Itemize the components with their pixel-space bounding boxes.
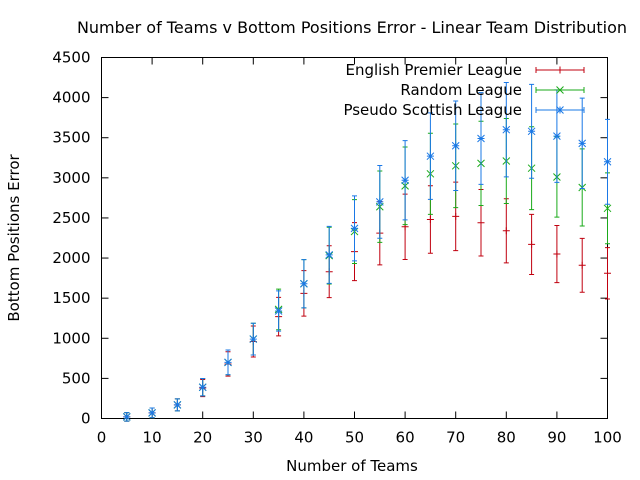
data-point (300, 279, 308, 288)
y-tick-label: 1500 (52, 289, 90, 307)
y-tick-label: 2500 (52, 209, 90, 227)
data-point (426, 216, 434, 224)
data-point (148, 409, 156, 417)
legend-marker (556, 86, 564, 94)
data-point (274, 307, 283, 315)
data-point (603, 204, 612, 213)
legend-label: Random League (400, 81, 522, 99)
series-1 (122, 117, 612, 422)
series-2 (122, 82, 612, 422)
data-point (502, 125, 511, 134)
data-point (528, 240, 536, 248)
x-tick-label: 40 (294, 429, 313, 447)
data-point (553, 132, 561, 140)
tick-labels: 0 10 20 30 40 50 60 70 80 90 100050010001500200025… (52, 49, 622, 447)
x-tick-label: 20 (193, 429, 212, 447)
data-point (350, 224, 359, 233)
x-tick-label: 0 (97, 429, 107, 447)
data-point (173, 401, 182, 409)
legend-label: Pseudo Scottish League (343, 101, 522, 119)
data-point (553, 250, 561, 258)
data-point (451, 141, 460, 150)
y-tick-label: 3000 (52, 169, 90, 187)
x-tick-label: 70 (446, 429, 465, 447)
x-tick-label: 80 (497, 429, 516, 447)
data-point (527, 127, 536, 136)
y-tick-label: 0 (81, 410, 91, 428)
data-point (375, 198, 384, 206)
data-point (325, 250, 334, 259)
data-series (122, 82, 612, 422)
axis-ticks (101, 57, 608, 419)
y-tick-label: 3500 (52, 129, 90, 147)
y-tick-label: 2000 (52, 249, 90, 267)
x-tick-label: 100 (593, 429, 622, 447)
data-point (198, 383, 207, 392)
data-point (502, 227, 510, 235)
legend-label: English Premier League (346, 61, 523, 79)
data-point (452, 212, 460, 220)
x-axis-label: Number of Teams (286, 457, 418, 475)
data-point (249, 335, 258, 343)
legend-marker (556, 106, 564, 114)
y-tick-label: 4000 (52, 89, 90, 107)
data-point (604, 269, 611, 277)
series-0 (123, 181, 611, 422)
y-tick-label: 4500 (52, 49, 90, 67)
data-point (401, 176, 409, 185)
y-axis-label: Bottom Positions Error (5, 154, 23, 322)
data-point (477, 219, 485, 227)
data-point (578, 139, 587, 148)
y-tick-label: 1000 (52, 329, 90, 347)
data-point (426, 152, 435, 161)
data-point (578, 261, 586, 269)
data-point (224, 358, 232, 367)
legend-marker (556, 66, 564, 74)
chart-title: Number of Teams v Bottom Positions Error… (77, 18, 627, 37)
x-tick-label: 60 (396, 429, 415, 447)
data-point (122, 413, 131, 421)
data-point (603, 157, 612, 166)
x-tick-label: 30 (244, 429, 263, 447)
legend: English Premier League Random League Pseud… (343, 61, 585, 119)
x-tick-label: 50 (345, 429, 364, 447)
y-tick-label: 500 (62, 369, 91, 387)
data-point (477, 134, 485, 143)
x-tick-label: 10 (143, 429, 162, 447)
x-tick-label: 90 (547, 429, 566, 447)
